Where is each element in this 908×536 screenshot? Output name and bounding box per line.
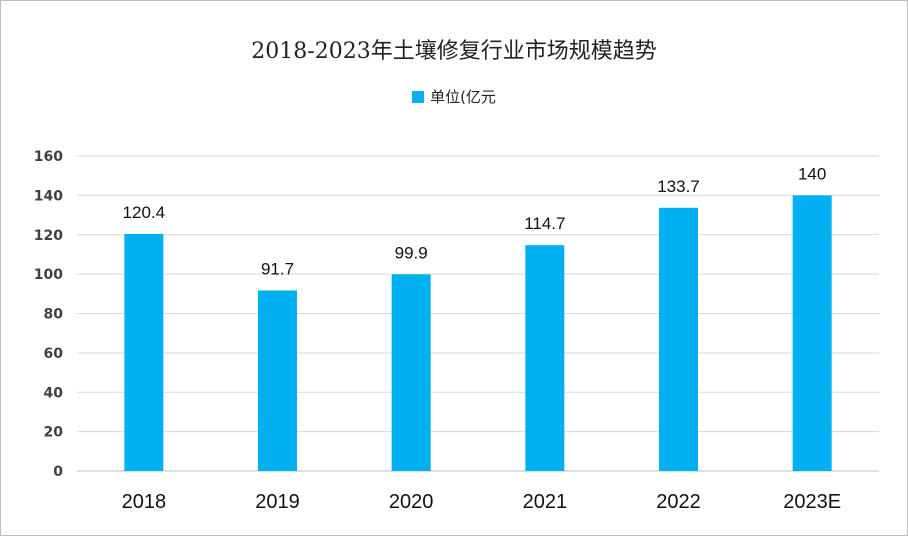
legend-swatch: [412, 90, 425, 103]
y-tick-label: 160: [34, 149, 63, 165]
y-tick-label: 40: [44, 385, 64, 401]
y-tick-label: 60: [44, 346, 64, 362]
data-label: 120.4: [123, 203, 166, 222]
data-label: 133.7: [657, 177, 700, 196]
bar: [124, 233, 164, 471]
bar: [659, 207, 698, 471]
y-tick-label: 20: [44, 425, 64, 441]
x-tick-label: 2022: [656, 491, 701, 513]
bar: [391, 274, 431, 471]
chart-title: 2018-2023年土壤修复行业市场规模趋势: [251, 39, 657, 64]
x-tick-label: 2019: [255, 491, 300, 513]
data-label: 91.7: [261, 259, 294, 278]
legend: 单位(亿元: [1, 86, 907, 107]
x-tick-label: 2023E: [783, 491, 841, 513]
x-tick-label: 2021: [523, 491, 568, 513]
y-tick-label: 140: [34, 188, 63, 204]
x-tick-label: 2020: [389, 491, 434, 513]
y-tick-label: 80: [44, 307, 64, 323]
data-label: 140: [798, 164, 826, 183]
bar: [258, 290, 297, 471]
data-label: 99.9: [395, 243, 428, 262]
x-tick-label: 2018: [122, 491, 167, 513]
y-tick-label: 0: [53, 464, 63, 480]
y-tick-label: 100: [34, 267, 63, 283]
bar: [525, 245, 565, 471]
y-tick-label: 120: [34, 228, 63, 244]
data-label: 114.7: [524, 214, 565, 233]
legend-label: 单位(亿元: [430, 88, 496, 106]
bar: [792, 195, 832, 471]
